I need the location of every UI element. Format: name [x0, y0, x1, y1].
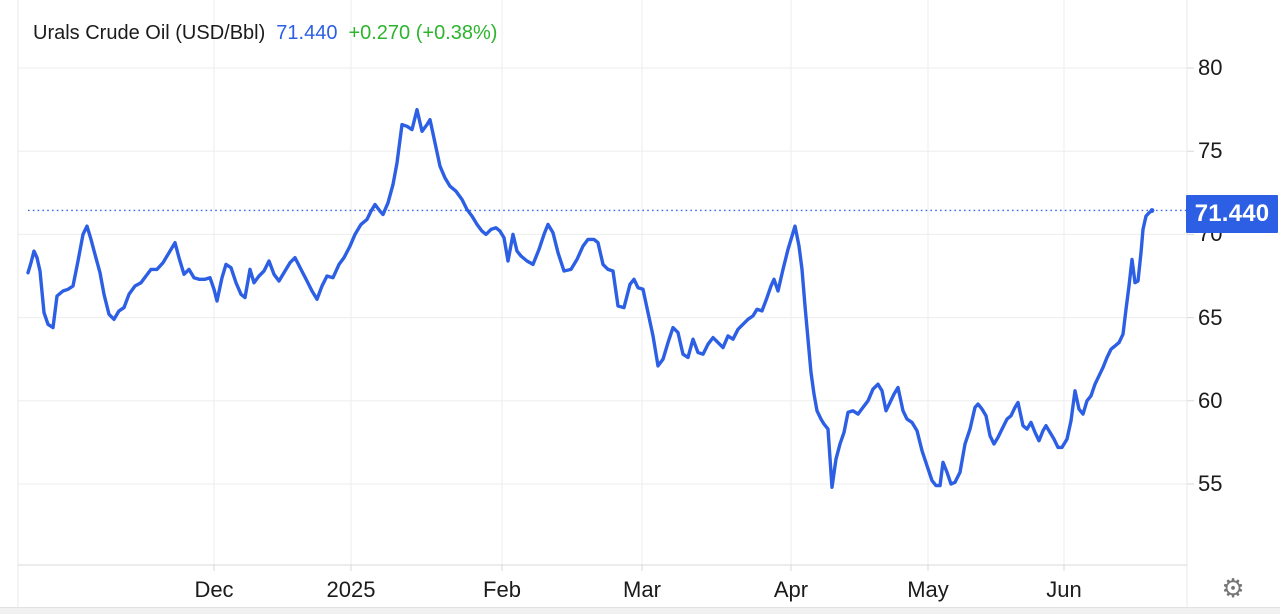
current-price-value: 71.440: [276, 22, 338, 44]
current-price-badge-label: 71.440: [1194, 200, 1270, 227]
x-axis-label: Dec: [194, 577, 234, 602]
gear-icon: ⚙: [1221, 574, 1245, 604]
chart-title: Urals Crude Oil (USD/Bbl): [33, 22, 266, 44]
chart-header: Urals Crude Oil (USD/Bbl) 71.440 +0.270 …: [33, 21, 497, 45]
x-axis-label: Apr: [773, 577, 809, 602]
y-axis-label: 65: [1198, 304, 1223, 330]
settings-button[interactable]: ⚙: [1218, 574, 1248, 604]
price-series-line: [26, 107, 1154, 489]
price-change: +0.270 (+0.38%): [348, 22, 498, 44]
y-axis-label: 75: [1198, 138, 1223, 164]
x-axis-label: Mar: [623, 577, 661, 602]
widget-bottom-edge: [0, 607, 1280, 614]
x-axis-label: 2025: [326, 577, 376, 602]
x-axis-label: Jun: [1046, 577, 1082, 602]
series-end-dot: [1149, 208, 1155, 213]
y-axis-label: 55: [1198, 470, 1223, 496]
y-axis-label: 80: [1198, 55, 1223, 81]
current-price-badge: 71.440: [1186, 195, 1278, 233]
y-axis-label: 60: [1198, 387, 1223, 413]
x-axis-label: Feb: [483, 577, 521, 602]
x-axis-label: May: [907, 577, 949, 602]
